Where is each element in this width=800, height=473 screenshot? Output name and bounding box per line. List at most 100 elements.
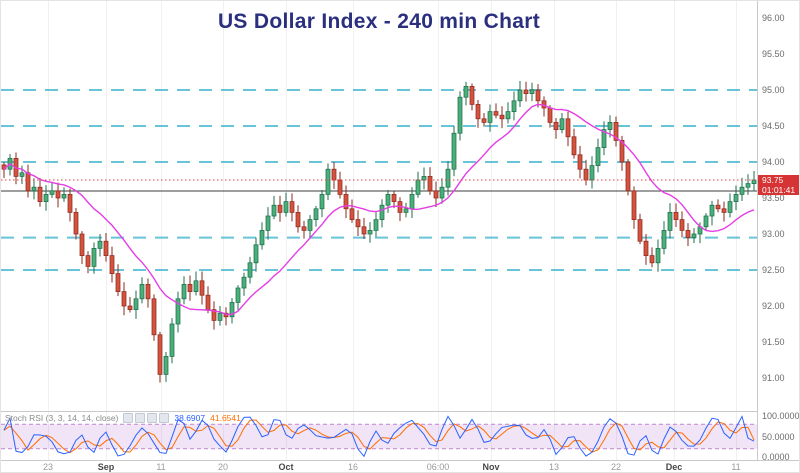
- candle: [73, 207, 79, 240]
- candle: [103, 232, 109, 262]
- candle: [505, 102, 511, 124]
- indicator-axis-label: 50.0000: [762, 431, 795, 442]
- candle: [457, 91, 463, 141]
- candle: [271, 195, 277, 220]
- candle: [499, 106, 505, 129]
- candle: [595, 138, 601, 173]
- candle: [115, 264, 121, 297]
- candle: [319, 189, 325, 218]
- eye-icon[interactable]: [123, 413, 134, 423]
- price-axis-label: 96.00: [762, 13, 785, 23]
- ma-line: [3, 103, 755, 316]
- candle: [475, 100, 481, 128]
- candle: [325, 163, 331, 201]
- candle: [241, 272, 247, 296]
- candle: [427, 167, 433, 195]
- candle: [133, 290, 139, 319]
- time-axis[interactable]: 23 Sep 11 20 Oct 16 06:00 Nov 13 22 Dec 11: [1, 460, 799, 472]
- gear-icon[interactable]: [135, 413, 146, 423]
- candle: [733, 185, 739, 211]
- price-axis-label: 94.50: [762, 121, 785, 131]
- candle: [67, 188, 73, 222]
- candle: [535, 84, 541, 108]
- candle: [355, 210, 361, 237]
- candle: [199, 271, 205, 305]
- candle: [751, 171, 757, 192]
- candle: [601, 121, 607, 156]
- main-chart[interactable]: [1, 1, 757, 460]
- candle: [613, 116, 619, 147]
- candle: [463, 81, 469, 106]
- more-icon[interactable]: [147, 413, 158, 423]
- price-axis-label: 93.00: [762, 229, 785, 239]
- time-axis-label: 23: [42, 462, 54, 472]
- time-axis-label: 20: [217, 462, 229, 472]
- candle: [157, 331, 163, 383]
- indicator-toolbar: [123, 413, 170, 423]
- time-axis-label: 22: [610, 462, 622, 472]
- candle: [565, 111, 571, 147]
- candle: [679, 211, 685, 238]
- indicator-axis-label: 0.0000: [762, 452, 790, 462]
- candle: [703, 213, 709, 231]
- candle: [223, 307, 229, 326]
- candle: [661, 221, 667, 255]
- price-axis-label: 91.00: [762, 373, 785, 383]
- candle: [283, 192, 289, 217]
- candle: [385, 189, 391, 213]
- candle: [625, 159, 631, 196]
- candle: [253, 237, 259, 272]
- candle: [235, 285, 241, 310]
- candle: [313, 205, 319, 227]
- candle: [655, 239, 661, 272]
- candle: [187, 275, 193, 301]
- candle: [433, 181, 439, 208]
- candle: [1, 162, 7, 178]
- close-icon[interactable]: [159, 413, 170, 423]
- time-axis-label: Sep: [97, 462, 115, 472]
- candle: [181, 276, 187, 305]
- candle: [331, 162, 337, 190]
- countdown-label: 01:01:41: [758, 185, 799, 195]
- candle: [643, 234, 649, 265]
- candle: [367, 222, 373, 243]
- candle: [469, 83, 475, 111]
- candle: [175, 291, 181, 333]
- candle: [517, 81, 523, 108]
- candle: [61, 187, 67, 202]
- candle: [559, 112, 565, 134]
- candle: [43, 185, 49, 211]
- candle: [691, 228, 697, 244]
- candle: [529, 82, 535, 102]
- grid-lines: [48, 1, 737, 460]
- candle: [373, 212, 379, 237]
- candle: [511, 91, 517, 121]
- candle: [391, 191, 397, 209]
- price-axis-label: 95.50: [762, 49, 785, 59]
- candle: [631, 186, 637, 229]
- candle: [265, 207, 271, 240]
- price-axis[interactable]: 91.00 91.50 92.00 92.50 93.00 93.50 94.00 94.50…: [757, 1, 799, 462]
- candle: [169, 318, 175, 364]
- candle: [49, 181, 55, 198]
- candle: [715, 199, 721, 213]
- price-axis-label: 93.50: [762, 193, 785, 203]
- candle: [445, 160, 451, 196]
- candle: [649, 247, 655, 268]
- time-axis-label: 06:00: [426, 462, 450, 472]
- candle: [493, 103, 499, 119]
- indicator-header: Stoch RSI (3, 3, 14, 14, close) 38.6907 …: [5, 413, 241, 423]
- candle: [163, 351, 169, 382]
- indicator-title: Stoch RSI (3, 3, 14, 14, close): [5, 413, 119, 423]
- candle: [553, 118, 559, 139]
- candle: [583, 159, 589, 186]
- stoch-k-value: 38.6907: [174, 413, 206, 423]
- candle: [193, 271, 199, 296]
- time-axis-label: 13: [548, 462, 560, 472]
- candle: [727, 193, 733, 218]
- candle: [289, 193, 295, 222]
- candle: [211, 301, 217, 330]
- candle: [397, 197, 403, 222]
- candle: [403, 202, 409, 218]
- candle: [37, 177, 43, 207]
